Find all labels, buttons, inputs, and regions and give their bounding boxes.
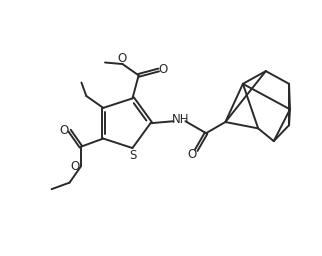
Text: NH: NH [172, 113, 189, 126]
Text: O: O [187, 148, 197, 161]
Text: O: O [158, 63, 167, 77]
Text: O: O [118, 52, 127, 65]
Text: S: S [129, 148, 136, 162]
Text: O: O [71, 160, 80, 173]
Text: O: O [59, 124, 69, 137]
